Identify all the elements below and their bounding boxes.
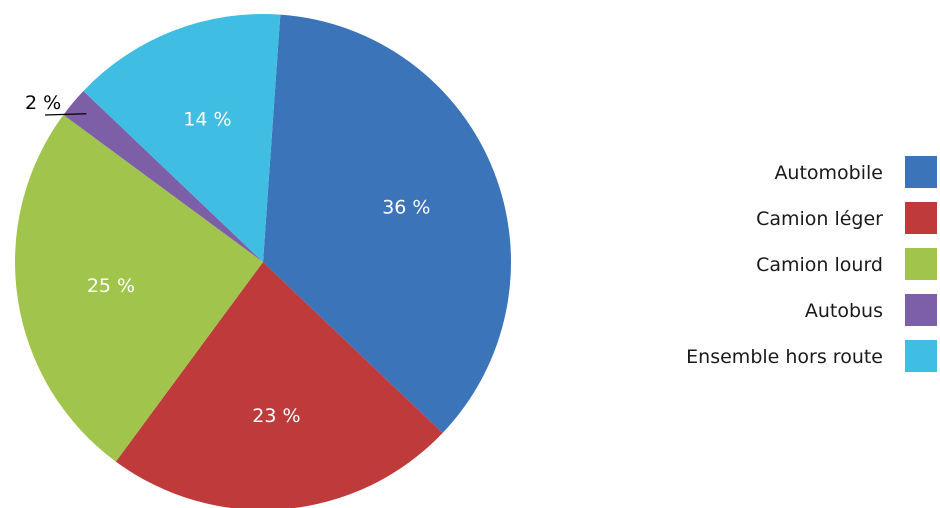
- pie-slice-camion-leger: [115, 262, 443, 508]
- pie-slice-automobile: [263, 14, 511, 434]
- slice-label-automobile: 36 %: [382, 196, 430, 218]
- legend-label-autobus: Autobus: [805, 300, 883, 322]
- legend-swatch-autobus: [905, 294, 937, 326]
- pie-slices: [14, 14, 511, 508]
- legend-label-camion-leger: Camion léger: [756, 208, 883, 230]
- slice-label-camion-lourd: 25 %: [87, 275, 135, 297]
- legend-swatch-ensemble-hors-route: [905, 340, 937, 372]
- slice-label-autobus: 2 %: [25, 92, 61, 114]
- legend-swatch-camion-leger: [905, 202, 937, 234]
- legend-label-automobile: Automobile: [774, 162, 883, 184]
- legend-label-camion-lourd: Camion lourd: [756, 254, 883, 276]
- legend-swatch-automobile: [905, 156, 937, 188]
- legend-label-ensemble-hors-route: Ensemble hors route: [686, 346, 883, 368]
- pie-slice-ensemble-hors-route: [83, 14, 281, 263]
- pie-labels: 36 % 23 % 25 % 2 % 14 %: [25, 92, 431, 427]
- legend: Automobile Camion léger Camion lourd Autobu…: [686, 156, 937, 372]
- legend-swatch-camion-lourd: [905, 248, 937, 280]
- pie-slice-camion-lourd: [14, 114, 263, 462]
- slice-label-ensemble-hors-route: 14 %: [183, 109, 231, 131]
- slice-label-camion-leger: 23 %: [252, 405, 300, 427]
- leader-line-autobus: [45, 113, 87, 116]
- pie-slice-autobus: [63, 90, 263, 262]
